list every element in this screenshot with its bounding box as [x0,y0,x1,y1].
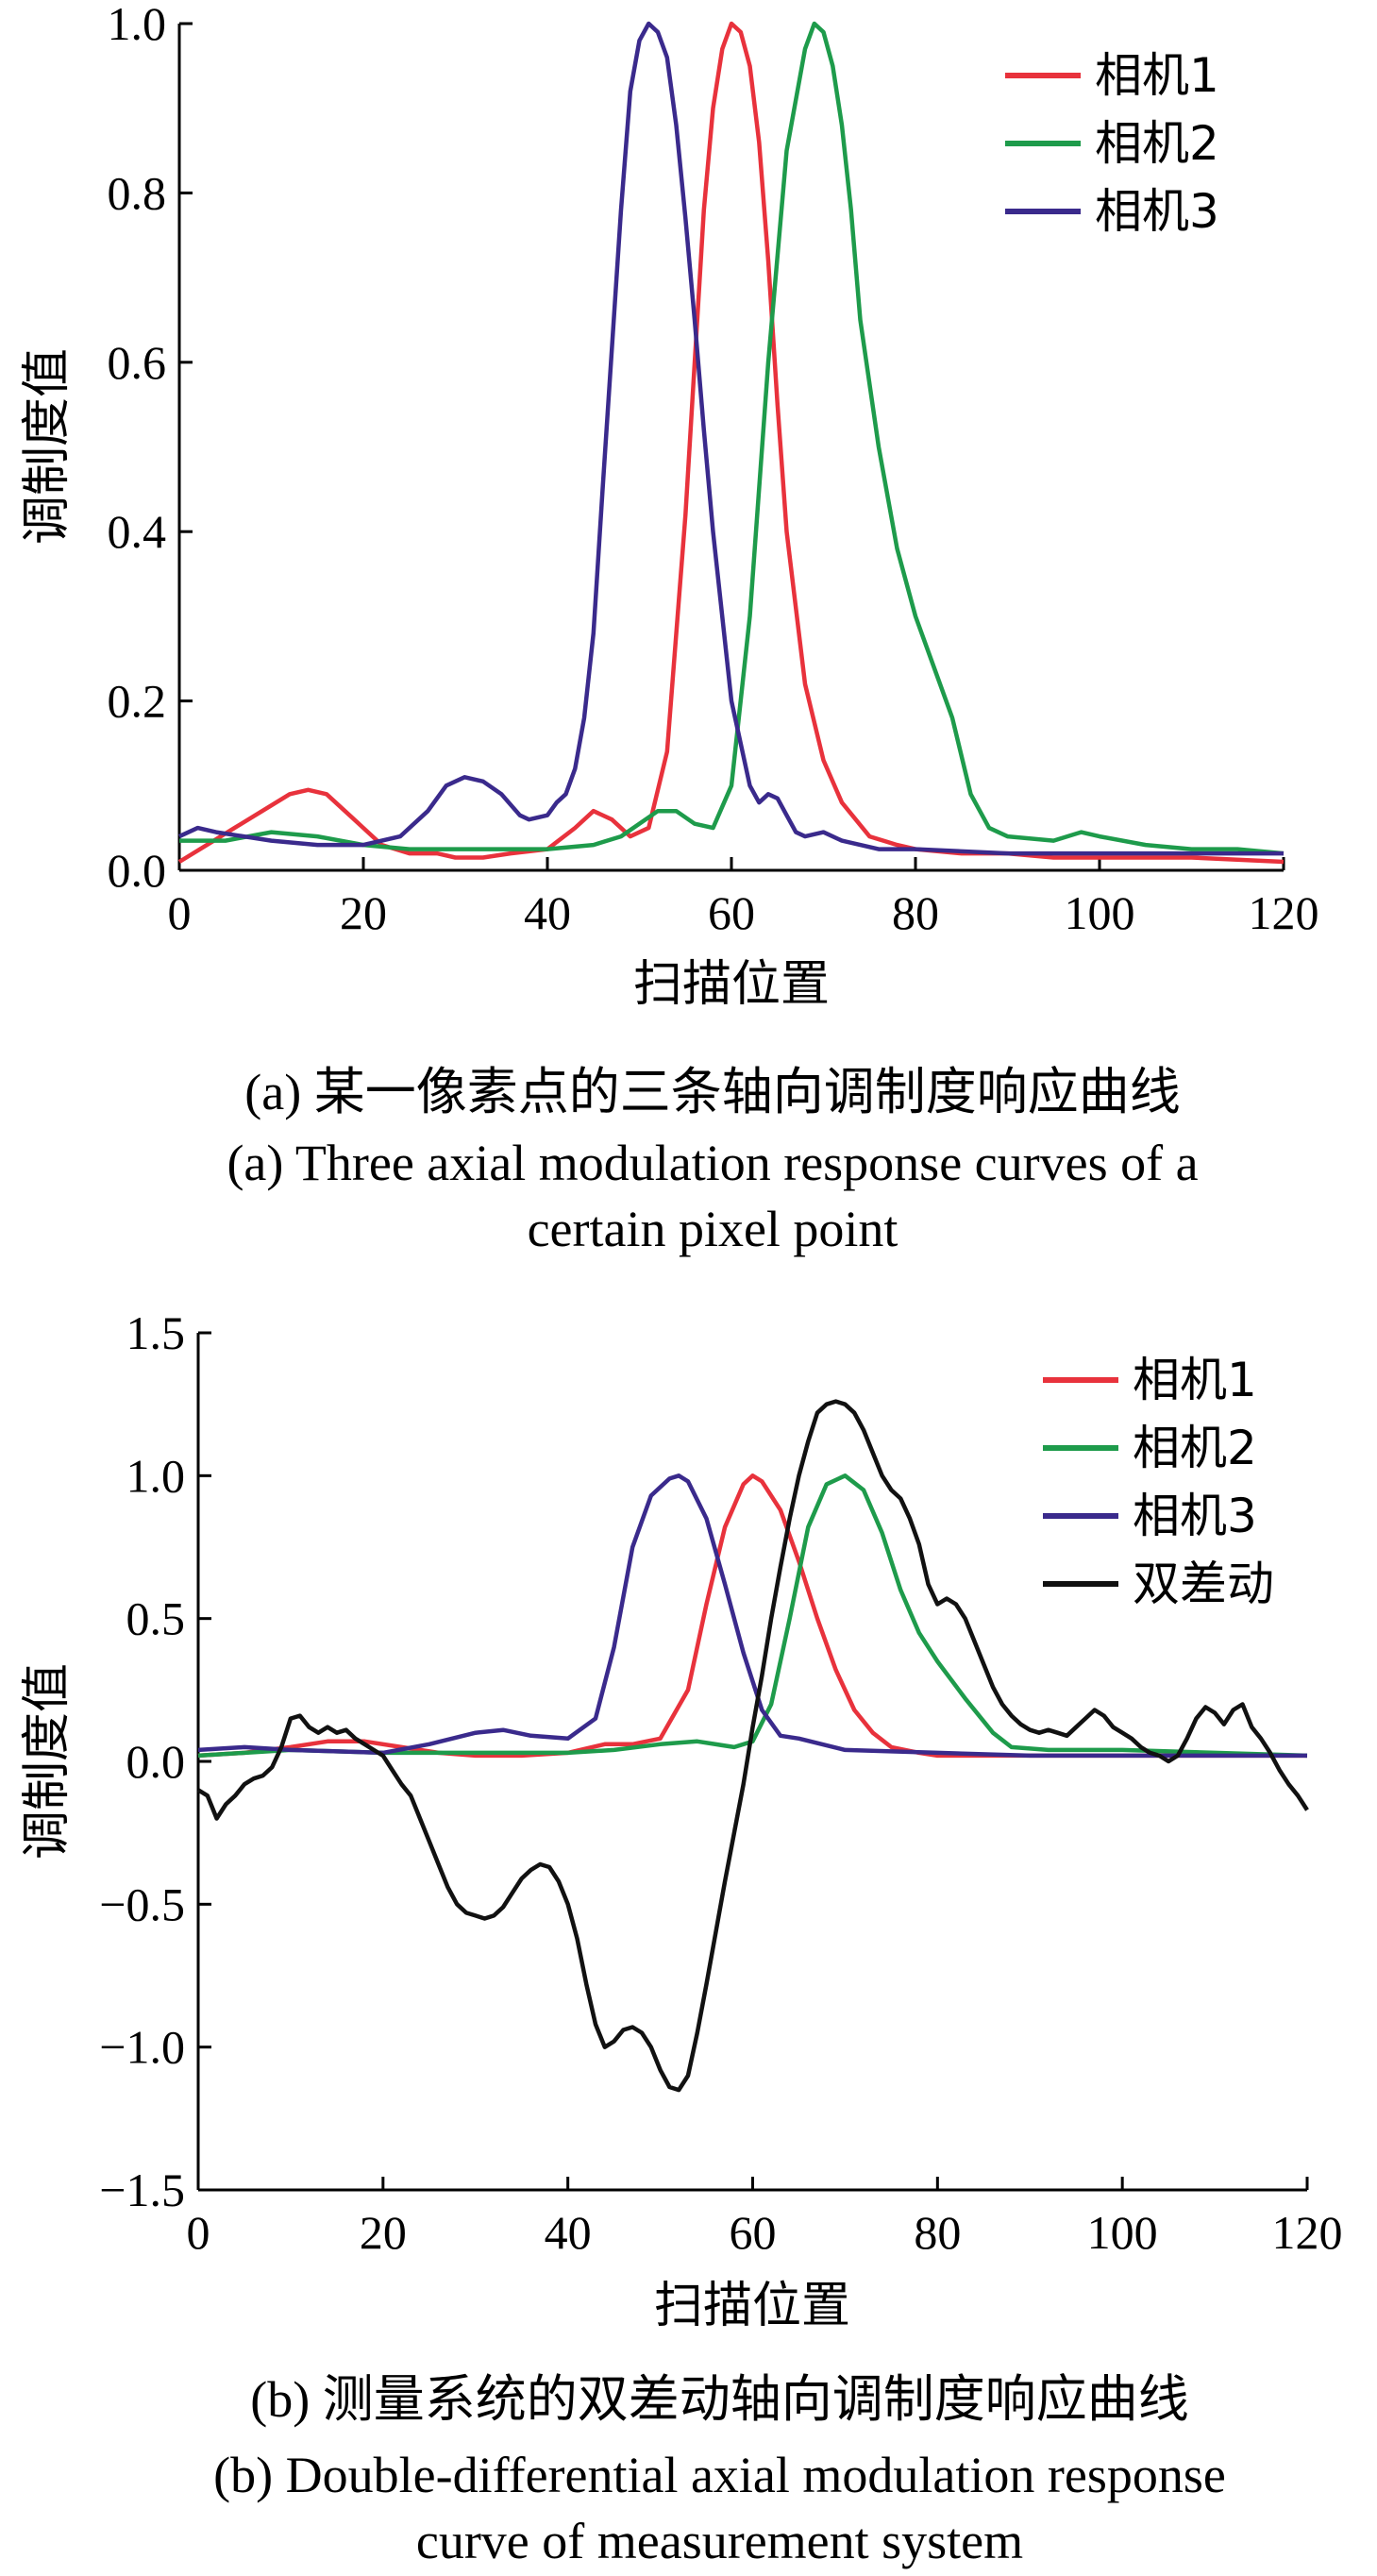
series-line-4 [196,1399,1309,2093]
x-tick-label: 0 [187,2206,210,2259]
legend-label: 相机2 [1095,116,1219,171]
x-tick-label: 80 [914,2206,961,2259]
x-tick-label: 120 [1272,2206,1343,2259]
y-tick-label: −1.5 [99,2164,185,2216]
legend-label: 双差动 [1133,1557,1274,1611]
x-tick-label: 120 [1249,886,1319,939]
legend-label: 相机1 [1095,48,1219,103]
x-axis-label: 扫描位置 [633,956,830,1013]
x-tick-label: 40 [524,886,571,939]
y-axis-label: 调制度值 [19,348,76,545]
x-axis-label: 扫描位置 [654,2278,850,2334]
y-tick-label: 0.4 [108,505,167,558]
x-tick-label: 40 [545,2206,592,2259]
y-tick-label: 1.0 [108,0,167,50]
caption-zh: (b) 测量系统的双差动轴向调制度响应曲线 [250,2371,1188,2428]
legend-label: 相机3 [1133,1489,1257,1543]
x-tick-label: 80 [892,886,939,939]
y-tick-label: 1.0 [126,1449,186,1502]
y-tick-label: 0.5 [126,1592,186,1645]
series-line-2 [179,21,1285,856]
legend-label: 相机1 [1133,1353,1257,1407]
x-tick-label: 100 [1087,2206,1158,2259]
x-tick-label: 20 [340,886,387,939]
y-tick-label: 0.8 [108,166,167,219]
x-tick-label: 0 [168,886,192,939]
legend-label: 相机2 [1133,1421,1257,1475]
y-tick-label: 0.0 [126,1735,186,1788]
y-tick-label: −1.0 [99,2021,185,2074]
caption-en-line2: certain pixel point [528,1201,898,1257]
y-tick-label: 1.5 [126,1306,186,1359]
caption-en-line2: curve of measurement system [416,2513,1023,2569]
caption-zh: (a) 某一像素点的三条轴向调制度响应曲线 [244,1064,1180,1120]
series-line-3 [197,1473,1307,1759]
y-tick-label: 0.0 [108,844,167,897]
y-axis-label: 调制度值 [19,1663,76,1860]
caption-en-line1: (a) Three axial modulation response curv… [227,1135,1198,1191]
x-tick-label: 100 [1065,886,1135,939]
x-tick-label: 60 [730,2206,777,2259]
series-line-3 [178,21,1284,856]
chart-a: 0 20 40 60 80 100 120 0.0 0.2 0.4 0.6 0.8 1.0 扫描位置 调制度… [19,0,1319,1257]
caption-en-line1: (b) Double-differential axial modulation… [213,2447,1226,2503]
x-tick-label: 20 [360,2206,407,2259]
y-tick-label: 0.6 [108,336,167,389]
y-tick-label: −0.5 [99,1877,185,1930]
series-line-1 [177,21,1285,865]
series-line-2 [197,1473,1308,1759]
y-tick-label: 0.2 [108,675,167,728]
legend-label: 相机3 [1095,184,1219,239]
x-tick-label: 60 [708,886,755,939]
chart-b: 0 20 40 60 80 100 120 −1.5 −1.0 −0.5 0.0 0.5 1.0 1.5 扫… [19,1306,1343,2569]
